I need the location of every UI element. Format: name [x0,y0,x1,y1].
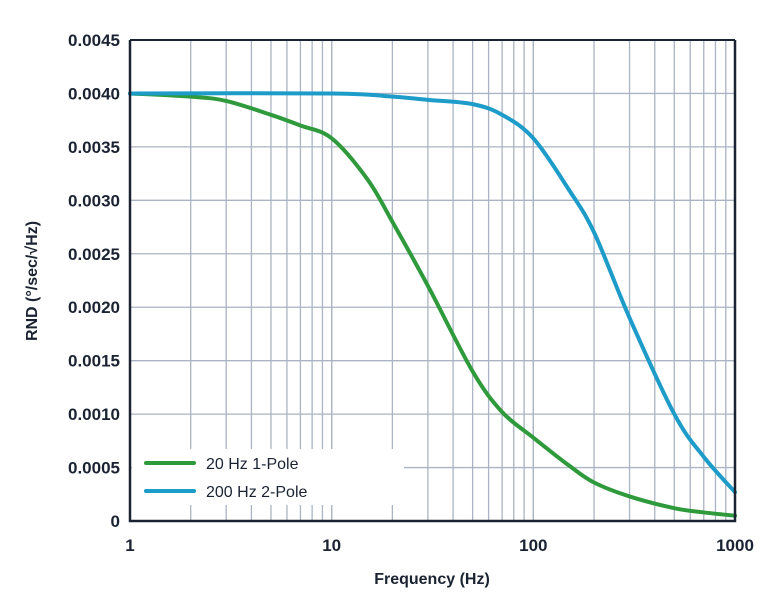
legend-label: 20 Hz 1-Pole [206,456,299,473]
y-tick-label: 0.0040 [68,84,120,103]
legend-label: 200 Hz 2-Pole [206,484,307,501]
y-tick-label: 0.0045 [68,31,120,50]
legend-box [132,449,404,505]
tick-labels: 0 0.0005 0.0010 0.0015 0.0020 0.0025 0.0030 0.0… [68,31,754,555]
x-tick-label: 1000 [716,536,754,555]
x-tick-label: 1 [125,536,134,555]
axes [128,39,737,523]
x-tick-label: 10 [322,536,341,555]
y-tick-label: 0.0020 [68,298,120,317]
x-tick-label: 100 [519,536,547,555]
grid [130,40,735,521]
y-tick-label: 0 [111,512,120,531]
y-tick-label: 0.0035 [68,138,120,157]
y-tick-label: 0.0005 [68,459,120,478]
series-line-200-hz-2-pole [128,91,737,495]
series-lines [128,91,737,518]
series-line-20-hz-1-pole [128,91,737,518]
y-tick-label: 0.0010 [68,405,120,424]
y-tick-label: 0.0030 [68,191,120,210]
y-tick-label: 0.0015 [68,352,120,371]
y-axis-label: RND (°/sec/√Hz) [24,221,41,341]
legend-background [132,449,404,505]
y-tick-label: 0.0025 [68,245,120,264]
x-axis-label: Frequency (Hz) [374,571,490,588]
legend: 20 Hz 1-Pole 200 Hz 2-Pole [144,456,307,501]
axis-frame [128,40,737,523]
